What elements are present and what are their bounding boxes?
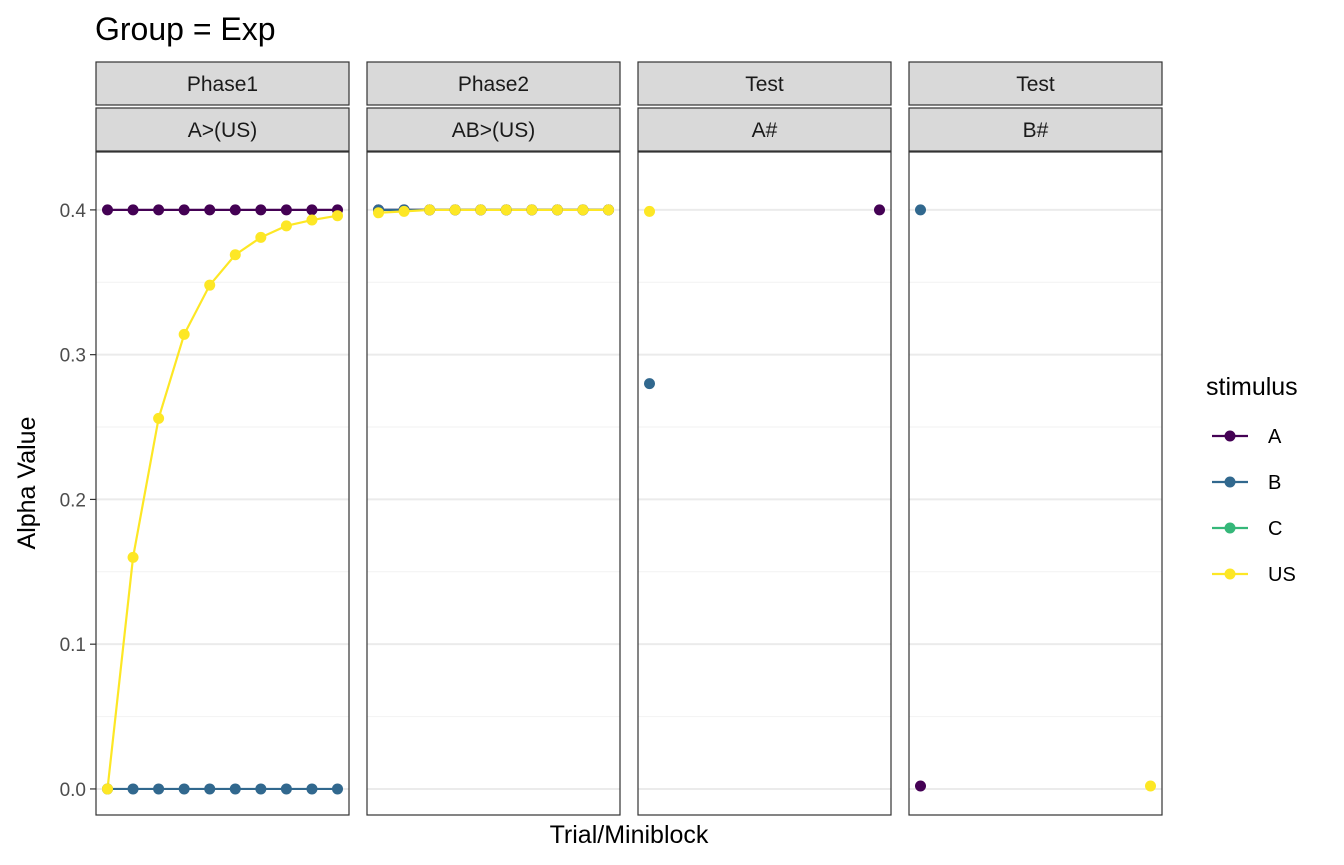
strip-top-label: Test	[1016, 73, 1055, 96]
data-point-b	[204, 783, 216, 795]
x-axis-title: Trial/Miniblock	[550, 821, 709, 849]
chart-title: Group = Exp	[95, 11, 276, 47]
data-point-a	[915, 780, 926, 792]
data-point-a	[102, 204, 113, 216]
series-line-us	[378, 208, 609, 214]
legend-key-point	[1224, 568, 1236, 580]
facet-panels: Phase1 A>(US) Phase2 AB>(US) Test A# Test B#	[95, 61, 1163, 816]
y-tick-label: 0.0	[60, 780, 86, 801]
data-point-us	[500, 204, 512, 216]
strip-bottom-label: A#	[752, 119, 778, 142]
data-point-b	[644, 378, 655, 390]
legend-label: US	[1268, 564, 1296, 586]
strip-top-label: Phase2	[458, 73, 529, 96]
data-point-a	[204, 204, 216, 216]
legend-item-us: US	[1212, 564, 1296, 586]
data-point-us	[373, 207, 384, 219]
panel-background	[367, 152, 620, 815]
data-point-us	[398, 205, 410, 217]
data-point-us	[178, 328, 190, 340]
legend-key-point	[1224, 522, 1236, 534]
y-tick-label: 0.2	[60, 490, 86, 511]
data-point-a	[153, 204, 165, 216]
facet-panel-3: Test A#	[637, 61, 892, 816]
strip-bottom-bg	[366, 107, 621, 152]
data-point-us	[229, 249, 241, 261]
strip-top-bg	[637, 61, 892, 106]
data-point-a	[229, 204, 241, 216]
facet-panel-4: Test B#	[908, 61, 1163, 816]
y-tick-label: 0.3	[60, 346, 86, 367]
strip-bottom-bg	[637, 107, 892, 152]
panel-background	[638, 152, 891, 815]
data-point-us	[551, 204, 563, 216]
data-point-b	[306, 783, 318, 795]
data-point-b	[127, 783, 139, 795]
data-point-us	[153, 412, 165, 424]
strip-top-label: Test	[745, 73, 784, 96]
data-point-a	[874, 204, 885, 216]
y-tick-label: 0.4	[60, 201, 87, 222]
data-point-us	[127, 551, 139, 563]
data-point-us	[102, 783, 113, 795]
legend-item-c: C	[1212, 518, 1282, 540]
panel-background	[96, 152, 349, 815]
strip-top-bg	[366, 61, 621, 106]
data-point-us	[526, 204, 538, 216]
strip-bottom-bg	[95, 107, 350, 152]
data-point-us	[577, 204, 589, 216]
legend-item-b: B	[1212, 472, 1281, 494]
data-point-us	[424, 204, 436, 216]
legend-label: C	[1268, 518, 1282, 540]
data-point-us	[1145, 780, 1156, 792]
strip-bottom-label: B#	[1023, 119, 1049, 142]
data-point-us	[306, 214, 318, 226]
legend-key-point	[1224, 430, 1236, 442]
data-point-us	[475, 204, 487, 216]
legend-label: B	[1268, 472, 1281, 494]
panel-border	[366, 151, 621, 816]
panel-border	[95, 151, 350, 816]
strip-top-bg	[908, 61, 1163, 106]
data-point-a	[255, 204, 267, 216]
data-point-us	[644, 205, 655, 217]
series-line-us	[106, 214, 338, 790]
data-point-us	[280, 220, 292, 232]
data-point-b	[178, 783, 190, 795]
strip-top-label: Phase1	[187, 73, 258, 96]
data-point-b	[915, 204, 926, 216]
data-point-b	[255, 783, 267, 795]
legend: stimulus A B C US	[1206, 373, 1298, 586]
data-point-us	[204, 279, 216, 291]
panel-border	[908, 151, 1163, 816]
panel-background	[909, 152, 1162, 815]
data-point-b	[153, 783, 165, 795]
facet-panel-2: Phase2 AB>(US)	[366, 61, 621, 816]
y-axis: 0.0 0.1 0.2 0.3 0.4	[60, 201, 96, 801]
strip-bottom-label: A>(US)	[188, 119, 257, 142]
facet-panel-1: Phase1 A>(US)	[95, 61, 350, 816]
data-point-us	[603, 204, 614, 216]
data-point-a	[306, 204, 318, 216]
strip-bottom-bg	[908, 107, 1163, 152]
strip-bottom-label: AB>(US)	[452, 119, 535, 142]
legend-key-point	[1224, 476, 1236, 488]
panel-border	[637, 151, 892, 816]
y-axis-title: Alpha Value	[13, 417, 41, 550]
data-point-a	[178, 204, 190, 216]
legend-label: A	[1268, 426, 1282, 448]
legend-item-a: A	[1212, 426, 1282, 448]
data-point-us	[449, 204, 461, 216]
data-point-b	[229, 783, 241, 795]
data-point-b	[280, 783, 292, 795]
y-tick-label: 0.1	[60, 635, 86, 656]
data-point-us	[332, 210, 343, 222]
data-point-a	[280, 204, 292, 216]
data-point-us	[255, 231, 267, 243]
legend-title: stimulus	[1206, 373, 1298, 401]
strip-top-bg	[95, 61, 350, 106]
data-point-b	[332, 783, 343, 795]
data-point-a	[127, 204, 139, 216]
